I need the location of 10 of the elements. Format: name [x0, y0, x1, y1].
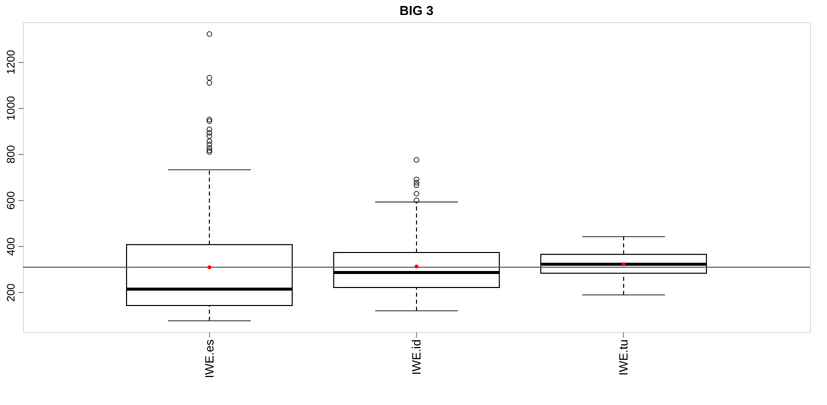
- x-tick-label: IWE.es: [202, 340, 216, 378]
- chart-title: BIG 3: [400, 3, 434, 18]
- y-tick-label: 600: [6, 191, 18, 210]
- y-tick-label: 800: [6, 145, 18, 164]
- y-tick-label: 1000: [6, 96, 18, 120]
- x-tick-label: IWE.id: [410, 340, 424, 375]
- y-tick-label: 400: [6, 237, 18, 256]
- x-tick-label: IWE.tu: [616, 340, 631, 376]
- y-tick-label: 1200: [6, 50, 18, 74]
- y-tick-label: 200: [6, 283, 18, 302]
